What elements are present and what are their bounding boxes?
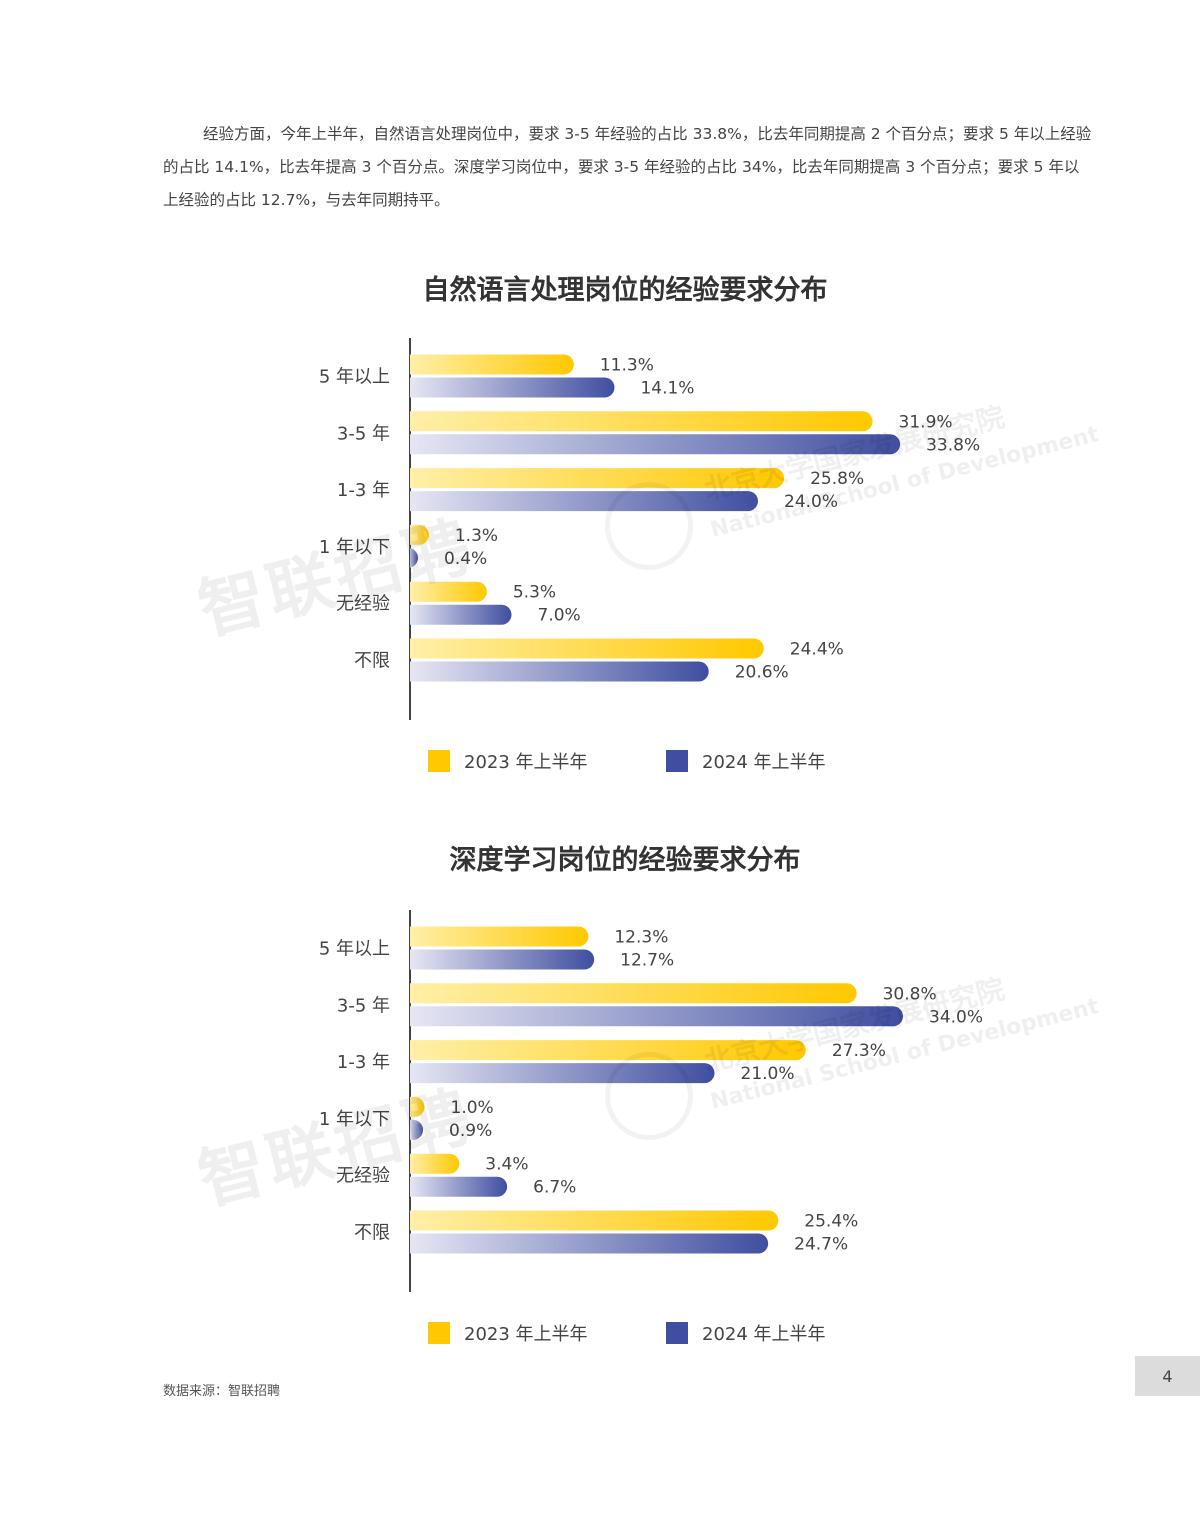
value-label: 6.7% — [533, 1178, 576, 1198]
legend-swatch — [428, 1322, 450, 1344]
value-label: 24.7% — [794, 1235, 848, 1255]
value-label: 30.8% — [883, 984, 937, 1004]
legend-label: 2023 年上半年 — [464, 1324, 588, 1345]
value-label: 11.3% — [600, 356, 654, 376]
value-label: 25.8% — [810, 469, 864, 489]
value-label: 12.7% — [620, 951, 674, 971]
intro-paragraph: 经验方面，今年上半年，自然语言处理岗位中，要求 3-5 年经验的占比 33.8%… — [163, 125, 1092, 209]
bar-2024 — [410, 1063, 715, 1084]
value-label: 21.0% — [741, 1064, 795, 1084]
value-label: 0.9% — [449, 1121, 492, 1141]
bar-2023 — [410, 983, 857, 1004]
value-label: 25.4% — [804, 1212, 858, 1232]
data-source: 数据来源：智联招聘 — [163, 1384, 281, 1399]
legend-swatch — [666, 1322, 688, 1344]
page-number: 4 — [1135, 1356, 1200, 1396]
bar-2023 — [410, 1210, 779, 1231]
bar-2023 — [410, 468, 785, 489]
category-label: 5 年以上 — [319, 939, 390, 960]
value-label: 7.0% — [538, 606, 581, 626]
legend-label: 2024 年上半年 — [702, 752, 826, 773]
value-label: 14.1% — [640, 379, 694, 399]
bar-2023 — [410, 581, 487, 602]
value-label: 24.4% — [790, 640, 844, 660]
value-label: 5.3% — [513, 583, 556, 603]
value-label: 31.9% — [899, 412, 953, 432]
value-label: 0.4% — [444, 549, 487, 569]
bar-2024 — [410, 1176, 508, 1197]
nlp-experience-chart: 5 年以上 11.3% 14.1% 3-5 年 31.9% 33.8% 1-3 年 25.8%… — [319, 338, 980, 773]
bar-2024 — [410, 949, 595, 970]
bar-2023 — [410, 524, 429, 545]
bar-2023 — [410, 1096, 425, 1117]
bar-2023 — [410, 638, 764, 659]
category-label: 1-3 年 — [337, 480, 390, 501]
bar-2023 — [410, 926, 589, 947]
category-label: 3-5 年 — [337, 995, 390, 1016]
bar-2023 — [410, 411, 873, 432]
chart-title-nlp: 自然语言处理岗位的经验要求分布 — [422, 275, 828, 306]
legend-label: 2023 年上半年 — [464, 752, 588, 773]
bar-2024 — [408, 547, 418, 568]
bar-2024 — [410, 1119, 424, 1140]
legend-label: 2024 年上半年 — [702, 1324, 826, 1345]
value-label: 27.3% — [832, 1041, 886, 1061]
bar-2024 — [410, 377, 615, 398]
category-label: 1-3 年 — [337, 1052, 390, 1073]
value-label: 20.6% — [735, 663, 789, 683]
value-label: 12.3% — [614, 928, 668, 948]
category-label: 5 年以上 — [319, 367, 390, 388]
value-label: 33.8% — [926, 435, 980, 455]
value-label: 34.0% — [929, 1007, 983, 1027]
category-label: 不限 — [354, 651, 390, 672]
bar-2024 — [410, 434, 901, 455]
value-label: 24.0% — [784, 492, 838, 512]
bar-2023 — [410, 1040, 806, 1061]
deep-learning-experience-chart: 5 年以上 12.3% 12.7% 3-5 年 30.8% 34.0% 1-3 年 27.3%… — [319, 910, 983, 1345]
legend-swatch — [666, 750, 688, 772]
bar-2024 — [410, 491, 758, 512]
bar-2023 — [410, 1153, 460, 1174]
legend-swatch — [428, 750, 450, 772]
bar-2024 — [410, 1006, 903, 1027]
value-label: 1.0% — [451, 1098, 494, 1118]
bar-2024 — [410, 661, 709, 682]
category-label: 无经验 — [336, 1166, 390, 1187]
category-label: 1 年以下 — [319, 1109, 390, 1130]
value-label: 1.3% — [455, 526, 498, 546]
bar-2023 — [410, 354, 574, 375]
chart-title-deep-learning: 深度学习岗位的经验要求分布 — [449, 845, 801, 876]
bar-2024 — [410, 604, 512, 625]
category-label: 无经验 — [336, 594, 390, 615]
bar-2024 — [410, 1233, 769, 1254]
category-label: 1 年以下 — [319, 537, 390, 558]
category-label: 不限 — [354, 1223, 390, 1244]
category-label: 3-5 年 — [337, 423, 390, 444]
value-label: 3.4% — [485, 1155, 528, 1175]
